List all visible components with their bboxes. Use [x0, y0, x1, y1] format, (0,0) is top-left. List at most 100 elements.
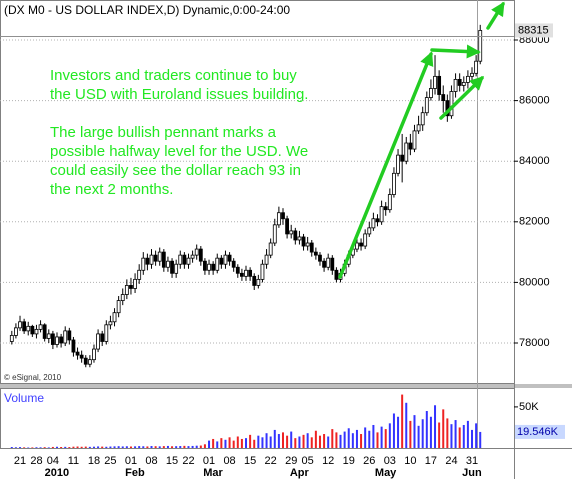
x-month-label: Jun [462, 467, 482, 479]
y-tick-label: 50K [519, 401, 539, 413]
volume-bar [257, 435, 260, 448]
volume-bar [51, 446, 54, 448]
volume-bar [298, 436, 301, 448]
candle-body [355, 242, 359, 250]
x-tick-label: 12 [322, 455, 334, 467]
x-month-label: Mar [203, 467, 223, 479]
volume-bar [195, 445, 198, 448]
candle-body [461, 82, 466, 86]
candle-body [441, 94, 446, 101]
candle-body [30, 325, 35, 335]
candle-body [449, 91, 454, 117]
candle-body [22, 321, 27, 332]
candle-body [207, 263, 211, 271]
volume-bar [31, 447, 34, 448]
volume-bar [368, 430, 371, 448]
volume-bar [187, 446, 190, 448]
candle-body [149, 254, 154, 265]
volume-bar [392, 413, 395, 448]
volume-bar [117, 446, 120, 448]
x-month-label: May [375, 467, 397, 479]
volume-bar [409, 420, 412, 448]
x-tick-label: 31 [466, 455, 478, 467]
volume-bar [413, 415, 416, 448]
candle-body [116, 300, 121, 314]
candle-body [240, 272, 244, 277]
candle-body [297, 236, 302, 241]
volume-bar [265, 433, 268, 448]
y-tick-label: 86000 [519, 95, 550, 107]
x-tick-label: 01 [203, 455, 215, 467]
x-tick-label: 15 [244, 455, 256, 467]
x-tick-label: 19 [343, 455, 355, 467]
x-tick-label: 08 [145, 455, 157, 467]
volume-bar [269, 436, 272, 448]
candle-body [67, 330, 72, 341]
y-tick-label: 84000 [519, 155, 550, 167]
candle-body [124, 285, 129, 295]
candle-body [367, 227, 372, 235]
candle-body [186, 257, 191, 265]
candle-body [59, 336, 64, 344]
volume-bar [68, 447, 71, 448]
candle-body [75, 351, 80, 356]
candle-body [404, 142, 409, 162]
volume-bar [224, 439, 227, 448]
candle-body [429, 88, 433, 98]
volume-bar [162, 446, 165, 448]
volume-bar [429, 416, 432, 448]
candle-body [194, 248, 199, 256]
annotation-line: could easily see the dollar reach 93 in [50, 162, 301, 179]
volume-bar [142, 446, 145, 448]
volume-bar [150, 446, 153, 448]
candle-body [457, 78, 462, 86]
volume-bar [80, 446, 83, 448]
x-tick-label: 25 [104, 455, 116, 467]
volume-bar [450, 424, 453, 448]
volume-bar [113, 446, 116, 448]
annotation-line: the next 2 months. [50, 181, 173, 198]
arrow [486, 1, 505, 30]
volume-bar [76, 446, 79, 448]
candle-body [108, 321, 113, 326]
volume-bar [388, 423, 391, 448]
volume-bar [109, 446, 112, 448]
candle-body [129, 285, 133, 289]
candle-body [244, 269, 248, 277]
x-tick-label: 18 [88, 455, 100, 467]
volume-bar [39, 447, 42, 448]
candle-body [182, 254, 187, 265]
x-tick-label: 22 [265, 455, 277, 467]
candle-body [161, 251, 166, 268]
volume-bar [84, 446, 87, 448]
volume-bar [10, 447, 13, 448]
volume-bar [236, 436, 239, 448]
volume-bar [335, 432, 338, 448]
candle-body [252, 275, 257, 286]
volume-bar [277, 434, 280, 448]
x-month-label: Feb [125, 467, 145, 479]
volume-bar [294, 438, 297, 448]
volume-bar [327, 436, 330, 448]
candle-body [387, 194, 392, 211]
candle-body [375, 218, 380, 223]
candle-body [437, 75, 442, 95]
candle-body [203, 260, 207, 271]
volume-bar [318, 435, 321, 448]
annotation-line: possible halfway level for the USD. We [50, 143, 308, 160]
volume-bar [281, 432, 284, 448]
candle-body [474, 60, 479, 74]
candle-body [96, 333, 100, 350]
volume-bar [134, 446, 137, 448]
volume-bar [331, 429, 334, 448]
candle-body [465, 75, 470, 83]
candle-body [141, 257, 146, 271]
volume-bar [466, 420, 469, 448]
candle-body [231, 260, 236, 268]
x-tick-label: 08 [223, 455, 235, 467]
candle-body [248, 269, 253, 277]
trend-arrows [338, 1, 505, 279]
candle-body [478, 30, 483, 62]
volume-bar [60, 447, 63, 448]
candle-body [157, 251, 162, 262]
